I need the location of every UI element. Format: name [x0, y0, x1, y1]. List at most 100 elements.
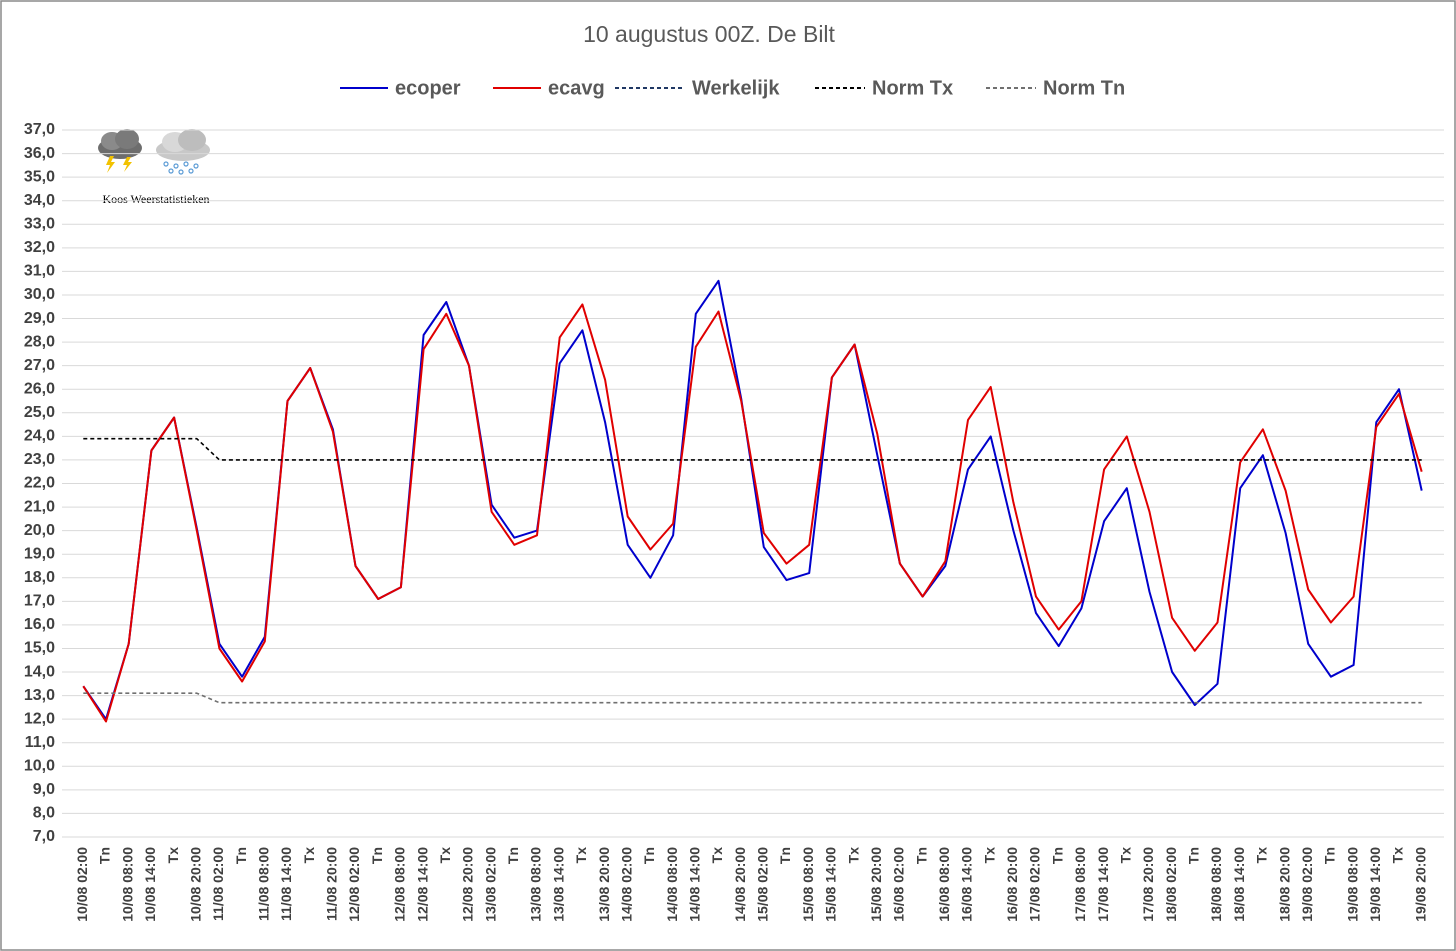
x-tick-label: 19/08 14:00 — [1367, 847, 1383, 922]
x-tick-label: Tx — [573, 847, 589, 864]
x-tick-label: Tn — [777, 847, 793, 864]
y-tick-label: 18,0 — [24, 569, 55, 586]
x-tick-label: 16/08 20:00 — [1004, 847, 1020, 922]
legend-label: Norm Tx — [872, 77, 953, 99]
x-tick-label: Tn — [641, 847, 657, 864]
y-tick-label: 36,0 — [24, 145, 55, 162]
y-tick-label: 20,0 — [24, 522, 55, 539]
legend-label: Werkelijk — [692, 77, 780, 99]
y-tick-label: 24,0 — [24, 428, 55, 445]
y-tick-label: 8,0 — [33, 805, 55, 822]
legend-label: ecavg — [548, 77, 605, 99]
x-tick-label: 12/08 14:00 — [414, 847, 430, 922]
x-tick-label: Tx — [709, 847, 725, 864]
y-tick-label: 22,0 — [24, 475, 55, 492]
y-tick-label: 16,0 — [24, 616, 55, 633]
x-tick-label: Tn — [97, 847, 113, 864]
x-tick-label: 12/08 08:00 — [392, 847, 408, 922]
x-tick-label: 12/08 20:00 — [460, 847, 476, 922]
x-tick-label: 10/08 02:00 — [74, 847, 90, 922]
y-tick-label: 10,0 — [24, 758, 55, 775]
x-tick-label: 16/08 08:00 — [936, 847, 952, 922]
logo-text: Koos Weerstatistieken — [102, 192, 209, 206]
y-tick-label: 23,0 — [24, 451, 55, 468]
x-tick-label: 16/08 14:00 — [959, 847, 975, 922]
series-line — [82, 303, 1423, 723]
x-tick-label: 14/08 02:00 — [618, 847, 634, 922]
x-tick-label: 17/08 20:00 — [1140, 847, 1156, 922]
y-tick-label: 19,0 — [24, 545, 55, 562]
x-tick-label: Tx — [1117, 847, 1133, 864]
x-tick-label: 11/08 08:00 — [256, 847, 272, 921]
y-tick-label: 13,0 — [24, 687, 55, 704]
y-tick-label: 25,0 — [24, 404, 55, 421]
x-tick-label: 15/08 14:00 — [823, 847, 839, 922]
y-tick-label: 21,0 — [24, 498, 55, 515]
x-tick-label: 13/08 02:00 — [482, 847, 498, 922]
x-tick-label: 19/08 20:00 — [1412, 847, 1428, 922]
y-tick-label: 11,0 — [25, 734, 55, 751]
x-tick-label: Tx — [437, 847, 453, 864]
x-tick-label: 17/08 14:00 — [1095, 847, 1111, 922]
y-tick-label: 29,0 — [24, 310, 55, 327]
y-tick-label: 35,0 — [24, 168, 55, 185]
x-tick-label: 10/08 08:00 — [119, 847, 135, 922]
x-tick-label: 15/08 20:00 — [868, 847, 884, 922]
y-tick-label: 32,0 — [24, 239, 55, 256]
x-tick-label: 14/08 14:00 — [686, 847, 702, 922]
x-tick-label: Tx — [845, 847, 861, 864]
x-tick-label: 13/08 14:00 — [550, 847, 566, 922]
x-tick-label: Tn — [505, 847, 521, 864]
y-tick-label: 31,0 — [24, 263, 55, 280]
x-tick-label: Tn — [913, 847, 929, 864]
x-tick-label: 14/08 08:00 — [664, 847, 680, 922]
x-tick-label: Tn — [1322, 847, 1338, 864]
x-tick-label: 17/08 08:00 — [1072, 847, 1088, 922]
x-tick-label: 18/08 08:00 — [1208, 847, 1224, 922]
legend-label: Norm Tn — [1043, 77, 1125, 99]
y-tick-label: 34,0 — [24, 192, 55, 209]
series-line — [83, 437, 1422, 461]
x-tick-label: 16/08 02:00 — [891, 847, 907, 922]
x-tick-label: 18/08 14:00 — [1231, 847, 1247, 922]
y-tick-label: 12,0 — [24, 710, 55, 727]
y-tick-label: 37,0 — [24, 121, 55, 138]
y-tick-label: 33,0 — [24, 215, 55, 232]
x-tick-label: 15/08 02:00 — [755, 847, 771, 922]
y-tick-label: 17,0 — [24, 593, 55, 610]
x-tick-label: 11/08 14:00 — [278, 847, 294, 921]
x-tick-label: 15/08 08:00 — [800, 847, 816, 922]
x-tick-label: 10/08 14:00 — [142, 847, 158, 922]
x-tick-label: 19/08 02:00 — [1299, 847, 1315, 922]
x-tick-label: Tn — [369, 847, 385, 864]
x-tick-label: 11/08 20:00 — [324, 847, 340, 921]
x-tick-label: Tx — [1254, 847, 1270, 864]
y-tick-label: 30,0 — [24, 286, 55, 303]
chart-title: 10 augustus 00Z. De Bilt — [583, 21, 835, 47]
x-tick-label: Tx — [981, 847, 997, 864]
x-tick-label: Tx — [301, 847, 317, 864]
x-tick-label: 12/08 02:00 — [346, 847, 362, 922]
x-tick-label: Tn — [1186, 847, 1202, 864]
legend-label: ecoper — [395, 77, 461, 99]
y-tick-label: 14,0 — [24, 663, 55, 680]
y-tick-label: 28,0 — [24, 333, 55, 350]
x-tick-label: 17/08 02:00 — [1027, 847, 1043, 922]
y-tick-label: 9,0 — [33, 781, 55, 798]
x-tick-label: Tx — [165, 847, 181, 864]
x-tick-label: Tn — [1049, 847, 1065, 864]
x-tick-label: 13/08 20:00 — [596, 847, 612, 922]
x-tick-label: 19/08 08:00 — [1344, 847, 1360, 922]
y-tick-label: 26,0 — [24, 380, 55, 397]
x-tick-label: 14/08 20:00 — [732, 847, 748, 922]
x-tick-label: 18/08 20:00 — [1276, 847, 1292, 922]
y-tick-label: 15,0 — [24, 640, 55, 657]
x-tick-label: 18/08 02:00 — [1163, 847, 1179, 922]
x-tick-label: Tn — [233, 847, 249, 864]
series-line — [83, 692, 1422, 704]
x-tick-label: Tx — [1390, 847, 1406, 864]
y-tick-label: 7,0 — [33, 828, 55, 845]
